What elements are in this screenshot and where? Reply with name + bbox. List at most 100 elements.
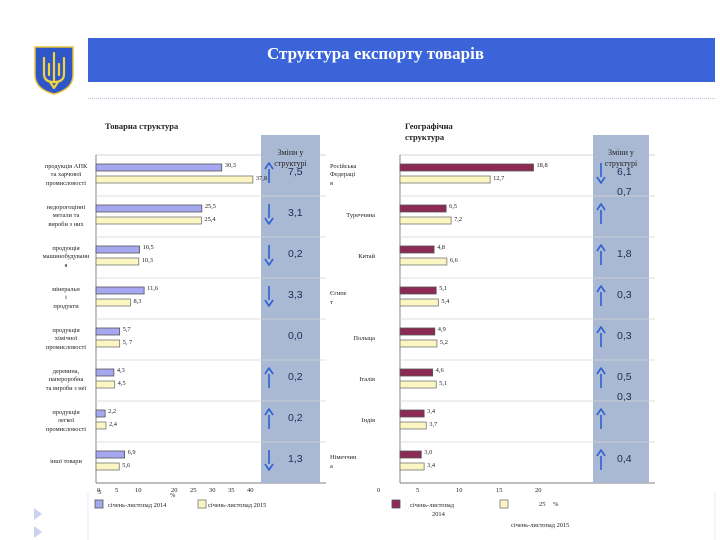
legend-swatch-2014 [94,499,104,509]
bar-2015 [399,298,439,307]
category-label: а [330,462,333,470]
change-value: 6,1 [617,166,632,178]
legend-swatch-geo-2014 [391,499,401,509]
arrow-up-icon [264,162,274,183]
category-label: продукція [52,326,80,334]
bar-2015 [95,216,202,225]
x-tick-label: 20 [535,487,542,494]
title-bar [88,38,715,82]
x-tick-label: 0 [97,487,101,494]
data-label-2015: 5,1 [439,380,448,387]
arrow-up-icon [596,203,606,224]
category-label: Китай [358,253,375,261]
category-label: Російська [330,162,357,170]
change-value: 0,2 [288,248,303,260]
category-label: продукція АПК [44,162,88,170]
category-label: інші товари [50,458,82,466]
category-label: Федераці [330,171,356,179]
data-label-2014: 10,5 [142,244,154,251]
data-label-2014: 6,9 [127,449,136,456]
data-label-2015: 37,8 [255,175,268,182]
data-label-2014: 5,7 [122,326,131,333]
data-label-2014: 3,0 [424,449,433,456]
x-tick-label: 0 [377,487,381,494]
category-label: вироби з них [48,220,84,228]
bar-2015 [399,421,427,430]
bar-2014 [95,409,106,418]
data-label-2014: 11,6 [147,285,159,292]
slide-marker-icon [34,508,42,538]
change-value: 1,8 [617,248,632,260]
legend-label-2015: січень-листопад 2015 [208,502,267,509]
category-label: промисловості [45,425,87,433]
x-tick-label: 20 [171,487,178,494]
bar-2014 [399,286,437,295]
change-value: 3,3 [288,289,303,301]
bar-2014 [95,368,115,377]
bar-2015 [399,175,491,184]
category-label: недорогоцінні [46,203,86,211]
category-label: машинобудуванн [42,253,90,261]
change-value: 0,0 [288,330,303,342]
category-label: я [330,179,333,187]
category-label: Німеччин [330,454,357,461]
change-header-line-1: Зміни у [608,148,634,157]
x-tick-label: 15 [496,487,503,494]
legend-label-2014: січень-листопад 2014 [108,502,167,509]
data-label-2014: 3,4 [427,408,436,415]
legend-swatch-geo-2015 [499,499,509,509]
bar-2015 [399,339,438,348]
bar-2014 [95,286,145,295]
arrow-up-icon [596,285,606,306]
category-label: та харчової [50,171,82,179]
x-tick-label: 5 [115,487,119,494]
category-label: т [330,298,333,306]
arrow-up-icon [596,449,606,470]
data-label-2015: 2,4 [108,421,117,428]
bar-2015 [95,380,116,389]
category-label: Польща [353,335,375,343]
data-label-2014: 2,2 [108,408,117,415]
page-title: Структура експорту товарів [266,44,485,63]
data-label-2014: 4,6 [435,367,444,374]
data-label-2015: 3,7 [429,421,438,428]
change-value: 3,1 [288,207,303,219]
bar-2014 [399,450,422,459]
bar-2014 [399,245,435,254]
change-panel [593,135,649,483]
data-label-2015: 10,3 [141,257,153,264]
change-value: 0,2 [288,412,303,424]
category-label: Туреччина [346,212,375,220]
data-label-2015: 5,6 [122,462,131,469]
x-axis-label: % [553,501,559,508]
data-label-2015: 25,4 [204,216,216,223]
data-label-2014: 5,1 [439,285,448,292]
data-label-2014: 4,9 [437,326,446,333]
bar-2014 [399,327,436,336]
change-value: 1,3 [288,453,303,465]
data-label-2014: 25,5 [204,203,216,210]
data-label-2015: 12,7 [493,175,505,182]
arrow-down-icon [264,204,274,225]
change-panel [261,135,320,483]
x-tick-label-extra: 5 [98,489,102,496]
change-header-line-2: структурі [274,159,307,168]
bar-2015 [95,339,121,348]
trident-emblem-icon [34,46,74,95]
category-label: я [64,261,68,269]
change-value: 0,4 [617,453,632,465]
change-value: 0,3 [617,289,632,301]
data-label-2014: 18,8 [536,162,548,169]
x-axis-label: % [170,492,176,499]
data-label-2015: 5,2 [439,339,448,346]
bar-2015 [95,175,254,184]
arrow-down-icon [264,286,274,307]
arrow-up-icon [264,408,274,429]
bar-2014 [95,163,223,172]
bar-2014 [399,163,534,172]
bar-2015 [399,462,425,471]
bar-2014 [95,327,121,336]
category-label: Єгипе [330,290,347,297]
data-label-2015: 8,3 [133,298,142,305]
arrow-down-icon [264,450,274,471]
